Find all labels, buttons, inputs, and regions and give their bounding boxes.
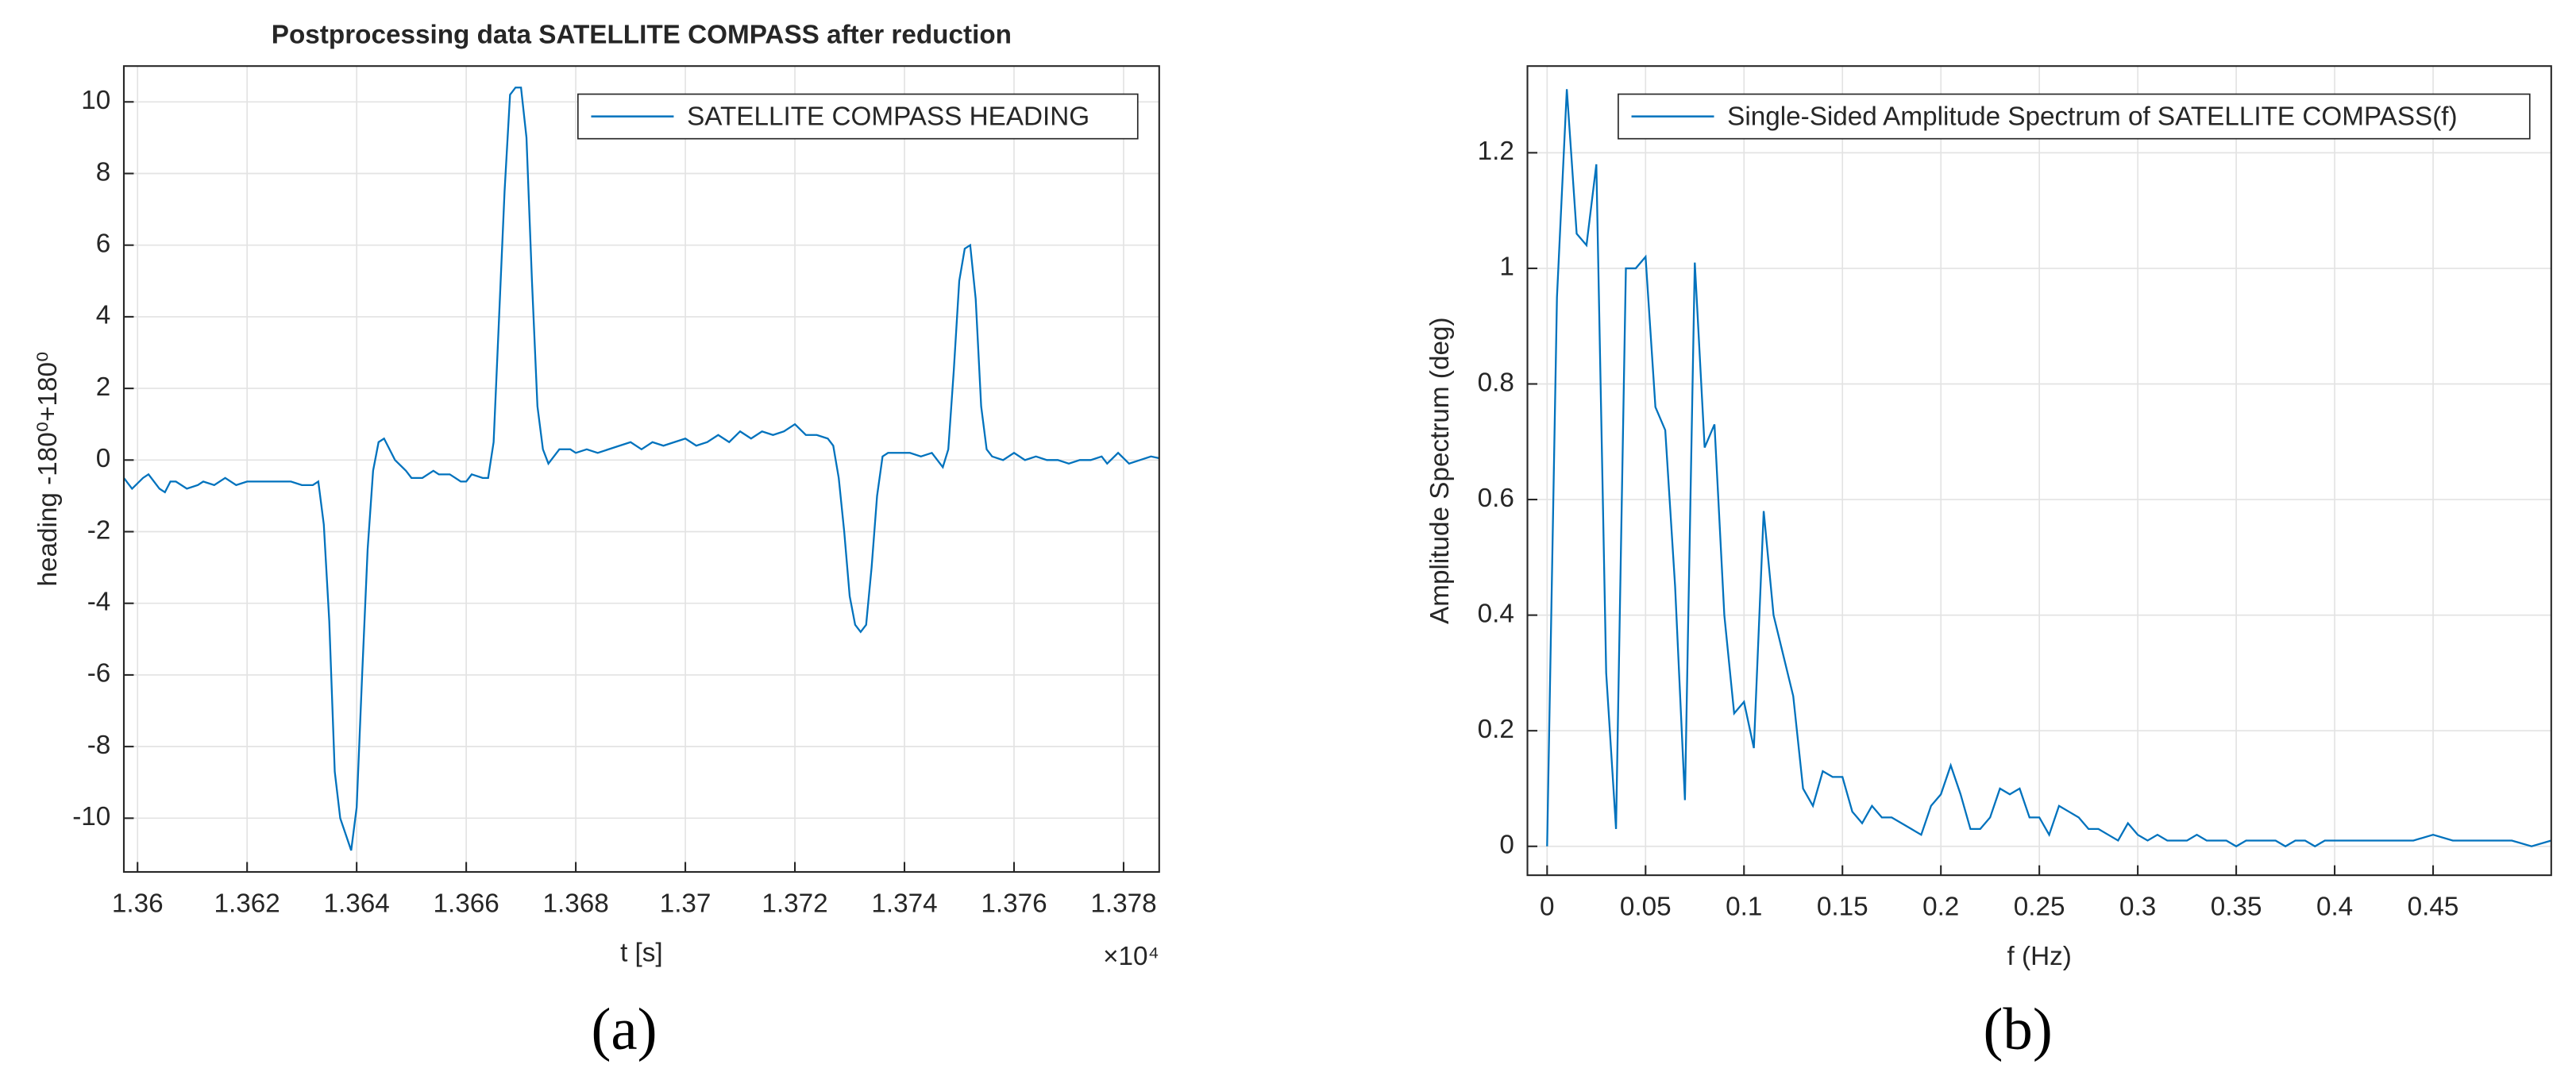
x-tick-label: 0.35: [2211, 893, 2262, 922]
y-tick-label: 0.8: [1478, 368, 1514, 397]
panel-label: (b): [1983, 997, 2052, 1063]
y-axis-label: heading -180⁰+180⁰: [33, 352, 63, 587]
x-tick-label: 1.372: [762, 889, 827, 918]
x-tick-label: 0.4: [2316, 893, 2353, 922]
x-tick-label: 0.05: [1620, 893, 1672, 922]
y-tick-label: -4: [87, 587, 111, 616]
y-tick-label: 0: [1499, 831, 1514, 860]
y-axis-label: Amplitude Spectrum (deg): [1425, 317, 1455, 623]
plot-area: [123, 66, 1159, 872]
y-tick-label: 8: [96, 157, 111, 187]
axes-frame: [1526, 65, 2552, 877]
y-tick-label: 6: [96, 229, 111, 258]
legend-label: SATELLITE COMPASS HEADING: [687, 102, 1089, 131]
x-tick-label: 1.368: [542, 889, 608, 918]
x-exponent-label: ×10⁴: [1103, 942, 1159, 971]
panel-label: (a): [591, 997, 657, 1063]
axes-frame: [122, 65, 1160, 874]
x-tick-label: 0.15: [1817, 893, 1868, 922]
y-tick-label: 1.2: [1478, 137, 1514, 166]
x-tick-label: 1.364: [324, 889, 390, 918]
y-tick-label: -2: [87, 515, 111, 545]
x-tick-label: 0.3: [2119, 893, 2156, 922]
y-tick-label: 0.2: [1478, 715, 1514, 744]
y-tick-label: 1: [1499, 253, 1514, 282]
x-tick-label: 1.36: [112, 889, 164, 918]
y-tick-label: 0: [96, 444, 111, 473]
legend-box: [1618, 93, 2531, 140]
y-tick-label: -8: [87, 731, 111, 760]
x-tick-label: 0: [1540, 893, 1555, 922]
x-tick-label: 1.362: [214, 889, 280, 918]
x-tick-label: 0.1: [1726, 893, 1762, 922]
y-tick-label: -10: [72, 802, 110, 831]
y-tick-label: 0.4: [1478, 599, 1514, 628]
chart-title: Postprocessing data SATELLITE COMPASS af…: [272, 21, 1012, 50]
y-tick-label: 0.6: [1478, 484, 1514, 513]
y-tick-label: 10: [81, 86, 110, 115]
x-tick-label: 0.25: [2014, 893, 2065, 922]
x-axis-label: f (Hz): [2007, 942, 2072, 971]
x-tick-label: 0.45: [2408, 893, 2459, 922]
data-line: [1546, 89, 2551, 848]
x-axis-label: t [s]: [620, 939, 663, 968]
x-tick-label: 1.366: [434, 889, 499, 918]
data-line: [123, 87, 1159, 851]
legend-label: Single-Sided Amplitude Spectrum of SATEL…: [1727, 102, 2457, 131]
x-tick-label: 1.376: [981, 889, 1047, 918]
y-tick-label: 4: [96, 301, 111, 330]
x-tick-label: 1.374: [871, 889, 937, 918]
y-tick-label: -6: [87, 659, 111, 688]
x-tick-label: 1.378: [1090, 889, 1156, 918]
x-tick-label: 0.2: [1922, 893, 1959, 922]
x-tick-label: 1.37: [660, 889, 711, 918]
y-tick-label: 2: [96, 372, 111, 402]
